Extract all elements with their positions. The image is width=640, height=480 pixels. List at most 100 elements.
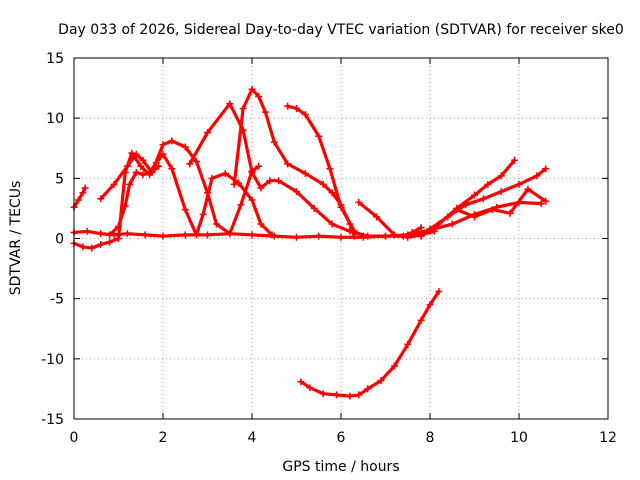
data-point-marker: [328, 189, 336, 197]
data-point-marker: [159, 150, 167, 158]
data-point-marker: [83, 227, 91, 235]
data-point-marker: [128, 149, 136, 157]
data-point-marker: [293, 233, 300, 241]
data-point-marker: [106, 231, 114, 239]
data-point-marker: [337, 233, 345, 241]
data-point-marker: [226, 100, 234, 108]
data-point-marker: [373, 213, 381, 221]
plot-frame: [73, 57, 609, 420]
data-point-marker: [297, 378, 305, 386]
data-point-marker: [326, 165, 334, 173]
data-point-marker: [306, 384, 314, 392]
data-point-marker: [159, 232, 167, 240]
series-sat-11: [426, 165, 550, 233]
data-point-marker: [426, 301, 434, 309]
data-point-marker: [126, 180, 134, 188]
data-point-marker: [484, 180, 492, 188]
data-point-marker: [123, 162, 131, 170]
data-point-marker: [132, 150, 140, 158]
data-point-marker: [79, 189, 87, 197]
x-tick-labels: 0 2 4 6 8 10 12: [70, 430, 617, 446]
series-line: [299, 289, 441, 398]
series-line: [72, 186, 87, 209]
x-tick-label: 0: [70, 430, 79, 446]
series-sat-02: [70, 198, 545, 241]
data-point-marker: [146, 168, 154, 176]
series-line: [99, 139, 261, 236]
series-line: [72, 200, 543, 239]
data-point-marker: [88, 244, 96, 252]
data-point-marker: [199, 210, 207, 218]
series-sat-04: [97, 137, 263, 238]
data-point-marker: [355, 198, 363, 206]
data-point-marker: [97, 195, 105, 203]
data-point-marker: [121, 202, 129, 210]
data-point-marker: [497, 188, 505, 196]
data-point-marker: [301, 111, 309, 119]
data-point-marker: [426, 225, 434, 233]
data-point-marker: [377, 376, 385, 384]
data-point-marker: [537, 200, 545, 208]
y-tick-label: -10: [41, 352, 64, 368]
data-point-marker: [542, 165, 550, 173]
data-point-marker: [417, 232, 425, 240]
data-point-marker: [168, 137, 176, 145]
data-point-marker: [248, 231, 256, 239]
data-point-marker: [462, 201, 470, 209]
data-point-marker: [212, 220, 220, 228]
data-point-marker: [235, 179, 243, 187]
data-point-marker: [123, 230, 131, 238]
data-point-marker: [310, 204, 318, 212]
y-tick-labels: 15 10 5 0 -5 -10 -15: [41, 51, 64, 428]
data-point-marker: [497, 172, 505, 180]
series-sat-13: [297, 287, 443, 400]
data-point-marker: [192, 231, 200, 239]
series-sat-06: [186, 100, 425, 240]
data-point-marker: [506, 209, 514, 217]
data-point-marker: [364, 385, 372, 393]
data-point-marker: [350, 227, 358, 235]
x-tick-label: 2: [159, 430, 168, 446]
data-point-marker: [257, 184, 265, 192]
x-tick-label: 10: [510, 430, 528, 446]
x-axis-label: GPS time / hours: [282, 459, 399, 475]
data-point-marker: [275, 177, 283, 185]
data-point-marker: [404, 340, 412, 348]
data-point-marker: [248, 196, 256, 204]
data-point-marker: [257, 220, 265, 228]
y-tick-label: -5: [50, 292, 64, 308]
data-point-marker: [417, 316, 425, 324]
x-tick-label: 6: [337, 430, 346, 446]
series-line: [286, 104, 365, 238]
data-point-marker: [319, 390, 327, 398]
series-sat-01: [70, 184, 89, 211]
data-point-marker: [255, 93, 263, 101]
data-point-marker: [453, 206, 461, 214]
series-sat-05: [106, 150, 276, 239]
data-point-marker: [524, 185, 532, 193]
data-point-marker: [248, 85, 256, 93]
y-tick-label: 0: [55, 232, 64, 248]
data-point-marker: [81, 184, 89, 192]
data-point-marker: [346, 392, 354, 400]
data-series: [70, 85, 550, 400]
data-point-marker: [255, 162, 263, 170]
data-point-marker: [221, 170, 229, 178]
data-point-marker: [266, 177, 274, 185]
data-point-marker: [268, 231, 276, 239]
data-point-marker: [141, 231, 149, 239]
data-point-marker: [319, 180, 327, 188]
y-tick-label: 5: [55, 171, 64, 187]
data-point-marker: [237, 201, 245, 209]
data-point-marker: [261, 108, 269, 116]
data-point-marker: [204, 231, 211, 239]
series-line: [428, 167, 548, 231]
data-point-marker: [270, 138, 278, 146]
data-point-marker: [110, 180, 118, 188]
data-point-marker: [404, 233, 412, 241]
data-point-marker: [132, 168, 140, 176]
y-tick-label: 10: [46, 111, 64, 127]
data-point-marker: [192, 157, 200, 165]
